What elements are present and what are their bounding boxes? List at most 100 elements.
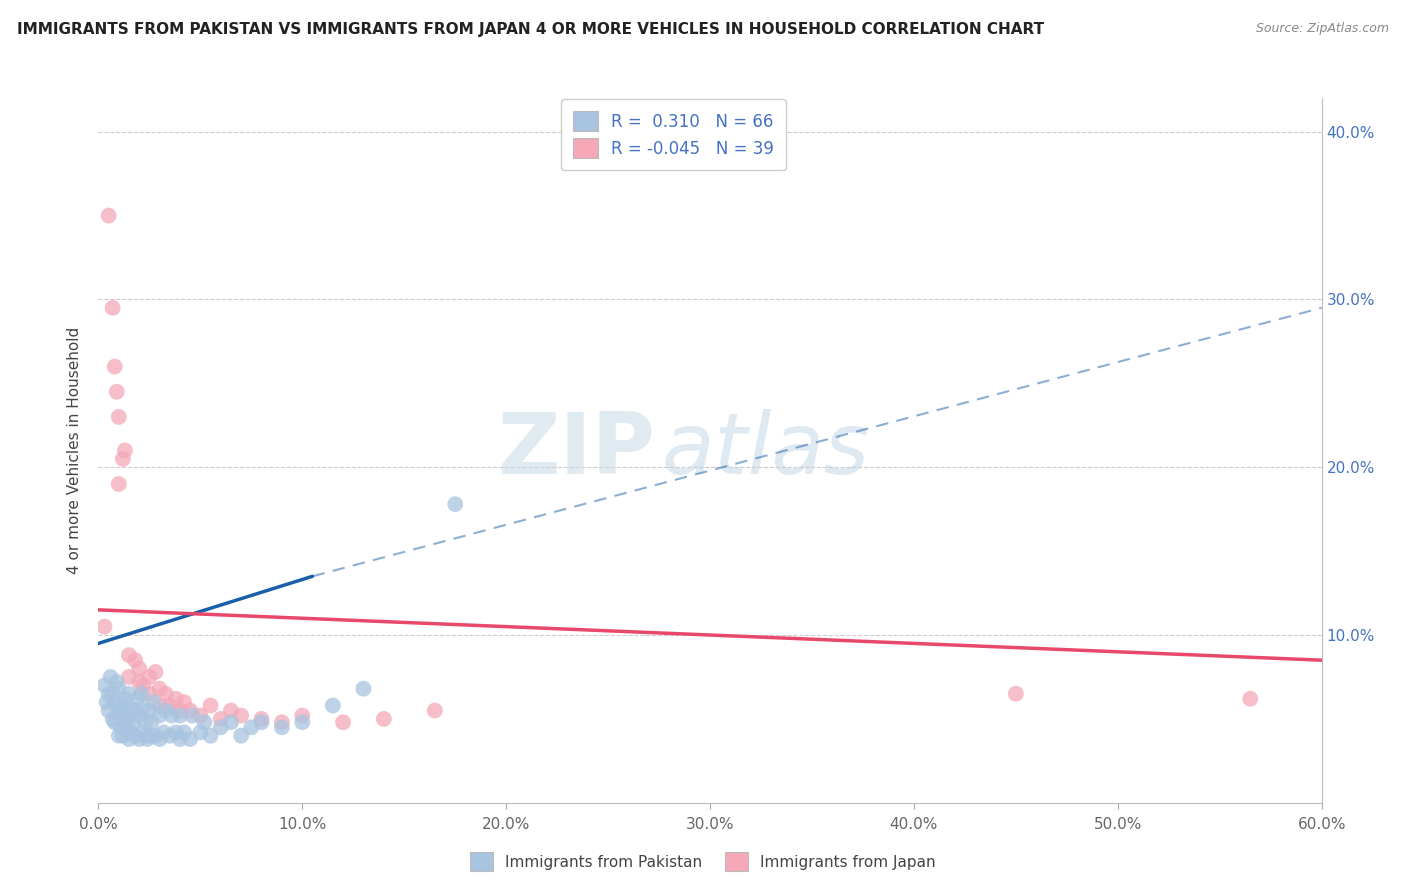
Point [104, 715, 127, 730]
Text: IMMIGRANTS FROM PAKISTAN VS IMMIGRANTS FROM JAPAN 4 OR MORE VEHICLES IN HOUSEHOL: IMMIGRANTS FROM PAKISTAN VS IMMIGRANTS F… [17, 22, 1045, 37]
Point [101, 301, 124, 315]
Point [118, 670, 141, 684]
Point [118, 648, 141, 662]
Point [114, 443, 136, 458]
Point [373, 712, 395, 726]
Point [97, 209, 120, 223]
Point [142, 695, 165, 709]
Point [136, 732, 159, 747]
Point [152, 725, 174, 739]
Point [352, 681, 374, 696]
Point [231, 729, 253, 743]
Point [118, 687, 141, 701]
Point [97, 687, 120, 701]
Point [209, 712, 232, 726]
Legend: Immigrants from Pakistan, Immigrants from Japan: Immigrants from Pakistan, Immigrants fro… [464, 847, 942, 877]
Point [193, 715, 215, 730]
Point [179, 704, 201, 718]
Point [188, 725, 212, 739]
Point [209, 720, 232, 734]
Point [104, 359, 127, 374]
Point [240, 720, 263, 734]
Point [291, 715, 314, 730]
Point [270, 715, 294, 730]
Point [111, 451, 134, 466]
Point [165, 725, 187, 739]
Point [145, 729, 167, 743]
Point [93, 620, 115, 634]
Point [110, 720, 132, 734]
Point [322, 698, 344, 713]
Point [149, 732, 172, 747]
Point [134, 715, 156, 730]
Point [101, 712, 124, 726]
Point [332, 715, 354, 730]
Point [118, 708, 141, 723]
Point [155, 687, 177, 701]
Point [138, 704, 160, 718]
Point [108, 477, 131, 491]
Point [122, 715, 145, 730]
Point [124, 653, 146, 667]
Point [1004, 687, 1026, 701]
Point [173, 725, 195, 739]
Point [129, 687, 152, 701]
Text: ZIP: ZIP [498, 409, 655, 492]
Point [169, 732, 191, 747]
Point [145, 665, 167, 679]
Text: Source: ZipAtlas.com: Source: ZipAtlas.com [1256, 22, 1389, 36]
Point [105, 675, 128, 690]
Point [173, 695, 195, 709]
Point [111, 704, 134, 718]
Point [200, 698, 222, 713]
Point [155, 704, 177, 718]
Point [96, 695, 118, 709]
Point [165, 691, 187, 706]
Point [111, 729, 134, 743]
Point [200, 729, 222, 743]
Point [179, 732, 201, 747]
Point [100, 670, 122, 684]
Point [127, 691, 149, 706]
Point [159, 698, 181, 713]
Point [114, 712, 136, 726]
Point [141, 715, 163, 730]
Point [118, 732, 141, 747]
Point [128, 708, 150, 723]
Point [97, 704, 120, 718]
Legend: R =  0.310   N = 66, R = -0.045   N = 39: R = 0.310 N = 66, R = -0.045 N = 39 [561, 99, 786, 170]
Point [149, 698, 172, 713]
Point [181, 708, 204, 723]
Point [159, 729, 181, 743]
Point [219, 715, 242, 730]
Point [132, 725, 155, 739]
Point [93, 678, 115, 692]
Point [149, 708, 172, 723]
Point [231, 708, 253, 723]
Point [114, 691, 136, 706]
Point [108, 704, 131, 718]
Point [149, 681, 172, 696]
Point [128, 732, 150, 747]
Point [105, 384, 128, 399]
Point [110, 698, 132, 713]
Y-axis label: 4 or more Vehicles in Household: 4 or more Vehicles in Household [67, 326, 83, 574]
Point [124, 704, 146, 718]
Point [444, 497, 467, 511]
Point [219, 704, 242, 718]
Point [108, 681, 131, 696]
Point [138, 687, 160, 701]
Point [132, 678, 155, 692]
Point [250, 712, 273, 726]
Point [291, 708, 314, 723]
Point [101, 687, 124, 701]
Point [160, 708, 183, 723]
Point [1239, 691, 1261, 706]
Point [188, 708, 212, 723]
Point [124, 729, 146, 743]
Point [169, 704, 191, 718]
Text: atlas: atlas [661, 409, 869, 492]
Point [108, 409, 131, 424]
Point [128, 662, 150, 676]
Point [423, 704, 446, 718]
